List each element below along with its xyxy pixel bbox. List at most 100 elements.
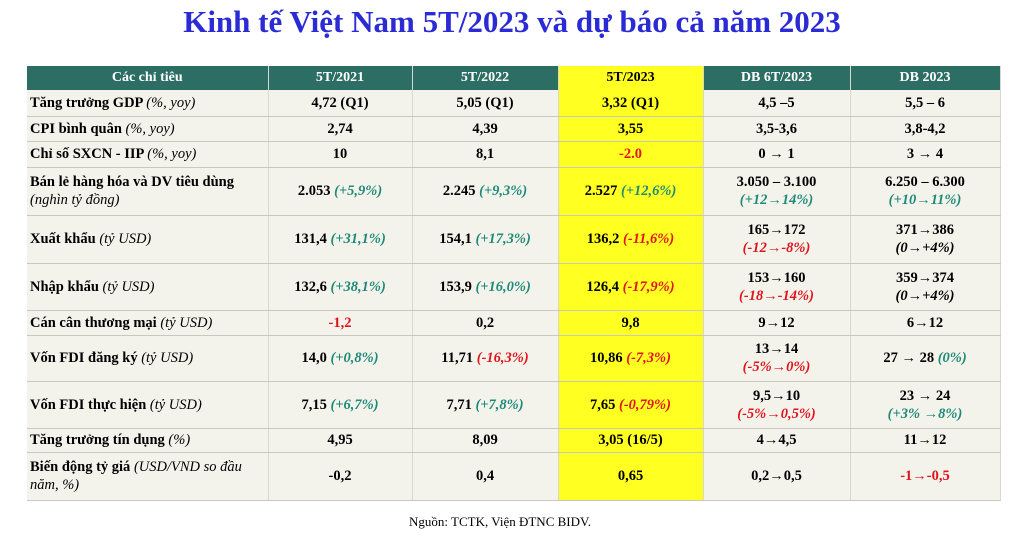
value-cell: 27 → 28 (0%) (850, 335, 1001, 382)
table-row: Biến động tỷ giá (USD/VND so đầu năm, %)… (27, 452, 1001, 501)
cell-value: 2.245 (442, 183, 476, 199)
value-cell: 3 → 4 (850, 141, 1001, 168)
cell-note: (+31,1%) (330, 231, 386, 247)
row-unit: (%, yoy) (125, 120, 175, 137)
cell-value: 5,05 (Q1) (456, 94, 514, 111)
value-cell: 9,8 (558, 310, 704, 336)
value-cell: 14,0 (+0,8%) (268, 335, 413, 382)
value-cell: 9→12 (703, 310, 851, 336)
row-unit: (USD/VND so đầu năm, %) (30, 459, 242, 493)
cell-value: -1,2 (328, 314, 352, 331)
cell-value: 371→386 (896, 222, 954, 238)
cell-value: 6→12 (906, 314, 944, 331)
cell-value: -2.0 (619, 146, 642, 162)
value-cell: 11→12 (850, 428, 1001, 453)
cell-note: (+5,9%) (334, 183, 383, 199)
cell-note: (+10→11%) (888, 192, 962, 208)
cell-value: 9,8 (621, 314, 640, 331)
header-row: Các chỉ tiêu 5T/2021 5T/2022 5T/2023 DB 6T/2… (27, 66, 1001, 90)
value-cell: 0,2 (412, 310, 559, 336)
cell-note: (0%) (937, 350, 967, 366)
indicator-table: Các chỉ tiêu 5T/2021 5T/2022 5T/2023 DB 6T/2… (27, 66, 1001, 501)
row-label: Tăng trưởng GDP (30, 94, 143, 111)
value-cell: 9,5→10 (-5%→0,5%) (703, 381, 851, 429)
cell-note: (-0,79%) (619, 396, 671, 413)
table-row: Chỉ số SXCN - IIP (%, yoy) 10 8,1 -2.0 0 → 1… (27, 141, 1001, 168)
value-cell: 154,1 (+17,3%) (412, 215, 559, 264)
row-label-cell: Xuất khẩu (tỷ USD) (27, 215, 269, 264)
value-cell: 0,2→0,5 (703, 452, 851, 501)
cell-value: 9,5→10 (752, 387, 801, 404)
cell-note: (-5%→0,5%) (737, 405, 816, 422)
row-label-cell: Tăng trưởng tín dụng (%) (27, 428, 269, 453)
cell-note: (0→+4%) (895, 287, 955, 304)
cell-value: 0,65 (617, 468, 644, 484)
cell-value: 10,86 (590, 350, 623, 366)
table-body: Tăng trưởng GDP (%, yoy) 4,72 (Q1) 5,05 (Q… (27, 90, 1001, 501)
column-header: Các chỉ tiêu (27, 66, 269, 90)
row-unit: (%, yoy) (147, 146, 197, 162)
value-cell: 23 → 24 (+3% →8%) (850, 381, 1001, 429)
cell-value: 5,5 – 6 (905, 94, 945, 111)
value-cell: 3,55 (558, 116, 704, 142)
row-label: Cán cân thương mại (30, 314, 157, 331)
column-header: DB 6T/2023 (703, 66, 851, 90)
cell-value: 10 (332, 146, 348, 162)
cell-value: 0 → 1 (758, 146, 795, 162)
value-cell: 3.050 – 3.100 (+12→14%) (703, 167, 851, 216)
value-cell: 136,2 (-11,6%) (558, 215, 704, 264)
row-label-cell: Biến động tỷ giá (USD/VND so đầu năm, %) (27, 452, 269, 501)
value-cell: -1→-0,5 (850, 452, 1001, 501)
value-cell: 3,32 (Q1) (558, 90, 704, 117)
cell-value: -1→-0,5 (900, 468, 950, 484)
cell-note: (-12→-8%) (742, 240, 811, 256)
row-label: Vốn FDI đăng ký (30, 350, 138, 366)
value-cell: 2.053 (+5,9%) (268, 167, 413, 216)
column-header: 5T/2021 (268, 66, 413, 90)
cell-note: (-16,3%) (476, 350, 529, 366)
value-cell: -2.0 (558, 141, 704, 168)
value-cell: 131,4 (+31,1%) (268, 215, 413, 264)
value-cell: 359→374 (0→+4%) (850, 263, 1001, 311)
value-cell: 4,39 (412, 116, 559, 142)
row-unit: (%) (168, 432, 191, 448)
cell-note: (+9,3%) (479, 183, 528, 199)
value-cell: -1,2 (268, 310, 413, 336)
title: Kinh tế Việt Nam 5T/2023 và dự báo cả nă… (183, 4, 841, 39)
cell-value: 8,09 (472, 432, 498, 448)
value-cell: 6→12 (850, 310, 1001, 336)
row-label-cell: Tăng trưởng GDP (%, yoy) (27, 90, 269, 117)
value-cell: -0,2 (268, 452, 413, 501)
cell-value: 11,71 (441, 350, 474, 366)
value-cell: 8,09 (412, 428, 559, 453)
value-cell: 0,4 (412, 452, 559, 501)
table-row: Nhập khẩu (tỷ USD) 132,6 (+38,1%) 153,9 (+… (27, 263, 1001, 311)
row-label-cell: Nhập khẩu (tỷ USD) (27, 263, 269, 311)
value-cell: 10,86 (-7,3%) (558, 335, 704, 382)
cell-value: 9→12 (758, 314, 795, 331)
cell-note: (-18→-14%) (739, 287, 814, 304)
cell-note: (+7,8%) (475, 396, 524, 413)
cell-value: 359→374 (896, 269, 954, 286)
value-cell: 0,65 (558, 452, 704, 501)
cell-value: 153→160 (747, 269, 806, 286)
cell-value: 3,5-3,6 (755, 120, 798, 137)
row-unit: (tỷ USD) (149, 396, 202, 413)
row-unit: (nghìn tỷ đồng) (30, 192, 120, 208)
cell-value: 23 → 24 (899, 387, 951, 404)
table-row: Cán cân thương mại (tỷ USD) -1,2 0,2 9,8 9→1… (27, 310, 1001, 336)
value-cell: 7,71 (+7,8%) (412, 381, 559, 429)
row-label-cell: Chỉ số SXCN - IIP (%, yoy) (27, 141, 269, 168)
cell-value: 3.050 – 3.100 (736, 174, 817, 190)
value-cell: 4,95 (268, 428, 413, 453)
cell-note: (-11,6%) (623, 231, 675, 247)
value-cell: 4→4,5 (703, 428, 851, 453)
cell-value: 4,72 (Q1) (311, 94, 369, 111)
row-label: Nhập khẩu (30, 278, 99, 295)
table-row: Tăng trưởng tín dụng (%) 4,95 8,09 3,05 (16… (27, 428, 1001, 453)
value-cell: 3,05 (16/5) (558, 428, 704, 453)
cell-value: 165→172 (747, 222, 806, 238)
row-label: CPI bình quân (30, 120, 122, 137)
column-header: 5T/2023 (558, 66, 704, 90)
cell-note: (0→+4%) (895, 240, 955, 256)
